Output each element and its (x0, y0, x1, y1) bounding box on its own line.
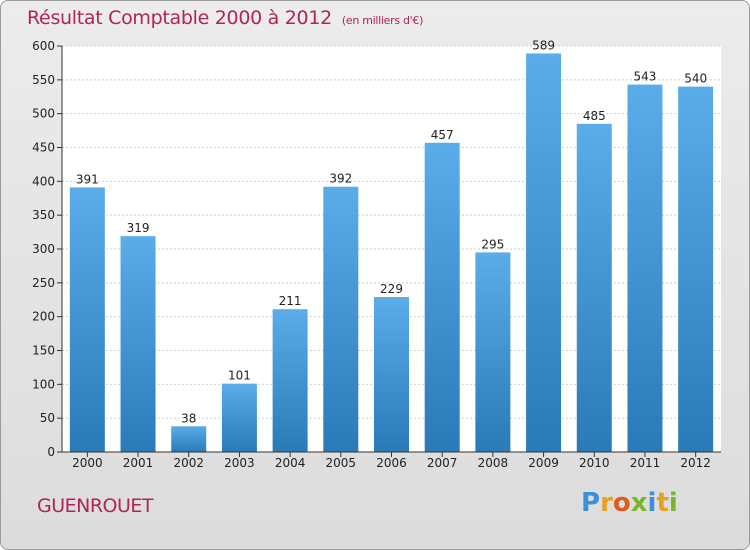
value-label-2000: 391 (76, 172, 99, 186)
bar-2005 (323, 186, 359, 452)
bar-2002 (171, 426, 207, 452)
x-tick-label-2003: 2003 (224, 456, 255, 470)
x-tick-label-2011: 2011 (630, 456, 661, 470)
x-tick-label-2010: 2010 (579, 456, 610, 470)
x-tick-label-2007: 2007 (427, 456, 458, 470)
value-label-2005: 392 (329, 172, 352, 186)
value-label-2010: 485 (583, 109, 606, 123)
x-tick-label-2006: 2006 (376, 456, 407, 470)
chart-title: Résultat Comptable 2000 à 2012 (en millie… (27, 7, 423, 29)
x-tick-label-2000: 2000 (72, 456, 103, 470)
value-label-2008: 295 (481, 237, 504, 251)
bar-2009 (526, 53, 562, 453)
chart-title-text: Résultat Comptable 2000 à 2012 (27, 7, 332, 29)
value-label-2012: 540 (684, 72, 707, 86)
bar-2001 (120, 236, 156, 452)
y-tick-label: 0 (47, 445, 55, 459)
bar-2004 (272, 309, 308, 452)
value-label-2004: 211 (279, 294, 302, 308)
x-tick-label-2012: 2012 (680, 456, 711, 470)
y-tick-label: 300 (32, 242, 55, 256)
bar-2006 (374, 297, 409, 452)
bar-2003 (221, 383, 257, 452)
bar-2010 (576, 123, 612, 453)
logo-letter: r (600, 488, 613, 518)
y-tick-label: 450 (32, 141, 55, 155)
bar-2011 (627, 84, 663, 452)
value-label-2003: 101 (228, 369, 251, 383)
y-tick-label: 600 (32, 39, 55, 53)
x-tick-label-2009: 2009 (528, 456, 559, 470)
x-axis: 2000 2001 2002 2003 2004 2005 2006 2007 2008 2009… (62, 451, 721, 470)
x-tick-label-2004: 2004 (275, 456, 306, 470)
y-tick-label: 250 (32, 276, 55, 290)
y-tick-label: 550 (32, 73, 55, 87)
bar-2012 (678, 86, 714, 452)
bars (69, 53, 714, 453)
y-tick-label: 350 (32, 208, 55, 222)
value-label-2011: 543 (634, 70, 657, 84)
x-tick-label-2001: 2001 (123, 456, 154, 470)
value-label-2006: 229 (380, 282, 403, 296)
logo-letter: i (668, 488, 678, 518)
place-name: GUENROUET (37, 495, 154, 517)
y-axis: 0 50 100 150 200 250 300 350 400 450 500 550 600 (32, 39, 63, 459)
logo-letter: i (647, 488, 657, 518)
bar-2000 (69, 187, 105, 452)
value-labels: 391 319 38 101 211 392 229 457 295 589 485 543 540 (76, 38, 707, 425)
y-tick-label: 400 (32, 174, 55, 188)
y-tick-label: 200 (32, 310, 55, 324)
x-tick-label-2008: 2008 (478, 456, 509, 470)
value-label-2001: 319 (127, 221, 150, 235)
value-label-2009: 589 (532, 38, 555, 52)
value-label-2007: 457 (431, 128, 454, 142)
bar-2008 (475, 252, 511, 452)
proxiti-logo: Proxiti (581, 488, 678, 518)
x-tick-label-2005: 2005 (326, 456, 357, 470)
chart-subtitle: (en milliers d'€) (341, 14, 424, 27)
logo-letter: P (581, 488, 601, 518)
x-tick-label-2002: 2002 (173, 456, 204, 470)
bar-2007 (424, 142, 460, 452)
y-tick-label: 100 (32, 377, 55, 391)
y-tick-label: 500 (32, 107, 55, 121)
value-label-2002: 38 (181, 411, 196, 425)
logo-letter: x (630, 488, 648, 518)
y-tick-label: 50 (40, 411, 55, 425)
logo-letter: o (612, 488, 631, 518)
y-tick-label: 150 (32, 344, 55, 358)
logo-letter: t (656, 488, 669, 518)
